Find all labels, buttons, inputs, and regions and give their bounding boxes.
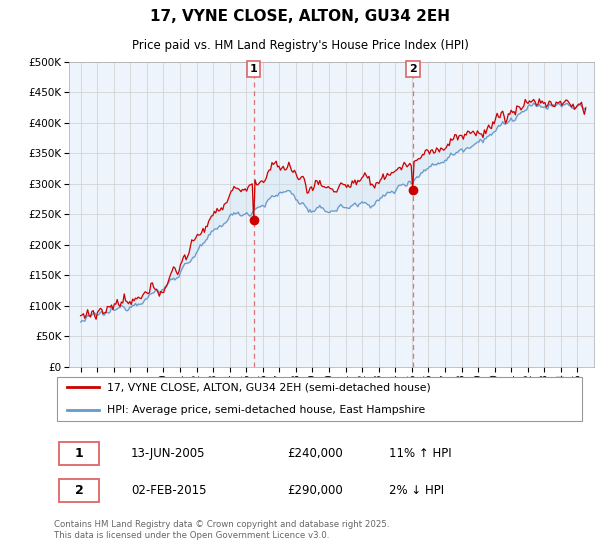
Text: 2: 2 — [409, 64, 417, 74]
Text: HPI: Average price, semi-detached house, East Hampshire: HPI: Average price, semi-detached house,… — [107, 405, 425, 415]
Text: Contains HM Land Registry data © Crown copyright and database right 2025.
This d: Contains HM Land Registry data © Crown c… — [54, 520, 389, 539]
Text: 2% ↓ HPI: 2% ↓ HPI — [389, 484, 443, 497]
Text: £290,000: £290,000 — [287, 484, 343, 497]
Text: 2: 2 — [75, 484, 83, 497]
Text: 1: 1 — [75, 447, 83, 460]
Text: 13-JUN-2005: 13-JUN-2005 — [131, 447, 205, 460]
Text: 17, VYNE CLOSE, ALTON, GU34 2EH (semi-detached house): 17, VYNE CLOSE, ALTON, GU34 2EH (semi-de… — [107, 382, 431, 392]
Text: 1: 1 — [250, 64, 257, 74]
FancyBboxPatch shape — [59, 442, 99, 465]
Text: 11% ↑ HPI: 11% ↑ HPI — [389, 447, 451, 460]
Text: 17, VYNE CLOSE, ALTON, GU34 2EH: 17, VYNE CLOSE, ALTON, GU34 2EH — [150, 9, 450, 24]
Text: £240,000: £240,000 — [287, 447, 343, 460]
Text: 02-FEB-2015: 02-FEB-2015 — [131, 484, 206, 497]
FancyBboxPatch shape — [59, 479, 99, 502]
Text: Price paid vs. HM Land Registry's House Price Index (HPI): Price paid vs. HM Land Registry's House … — [131, 39, 469, 53]
